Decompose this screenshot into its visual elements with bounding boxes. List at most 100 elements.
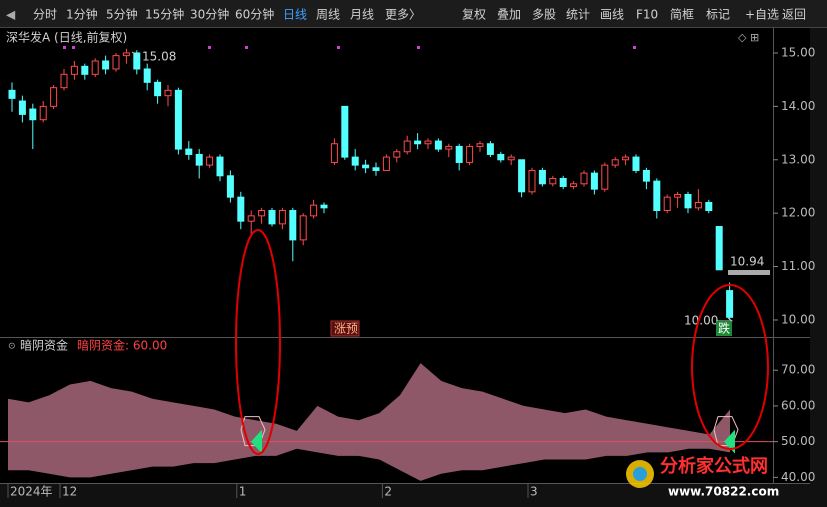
tool-button[interactable]: +自选 [745,8,779,22]
y-tick-label: 70.00 [781,363,815,377]
marker-dot [417,46,420,49]
tab[interactable]: 日线 [283,8,307,22]
toolbar [0,0,827,27]
signal-mark [251,429,262,454]
candle-body [507,156,515,161]
candle-body [476,143,484,147]
candle-body [91,60,99,75]
tool-button[interactable]: 复权 [462,8,486,22]
candle-body [528,169,536,193]
x-tick-label: 1 [239,485,247,499]
tab[interactable]: 分时 [33,8,57,22]
tool-button[interactable]: 返回 [782,8,806,22]
candle-body [372,167,380,171]
tab[interactable]: 月线 [350,8,374,22]
candle-body [174,89,182,150]
y-tick-label: 12.00 [781,206,815,220]
candle-body [726,290,734,318]
candle-body [538,169,546,185]
side-strip [810,27,827,507]
candle-body [39,105,47,121]
candle-body [143,68,151,83]
candle-body [29,108,37,121]
candle-body [549,177,557,185]
back-icon[interactable]: ◀ [6,8,16,22]
candle-body [102,60,110,70]
candle-body [164,89,172,97]
tool-button[interactable]: 标记 [706,8,730,22]
tool-button[interactable]: 统计 [566,8,590,22]
candle-body [694,201,702,209]
tab[interactable]: 15分钟 [145,7,184,22]
candle-body [497,153,505,161]
marker-dot [72,46,75,49]
candle-body [50,87,58,107]
y-tick-label: 13.00 [781,152,815,166]
date-axis-bg [0,483,810,507]
candle-body [216,156,224,177]
candle-body [60,73,68,89]
x-tick-label: 3 [530,485,538,499]
candle-body [632,156,640,171]
candle-body [622,156,630,161]
candle-body [122,52,130,57]
candle-body [310,204,318,217]
candle-body [445,145,453,150]
marker-dot [633,46,636,49]
marker-dot [63,46,66,49]
candle-body [8,89,16,99]
tool-button[interactable]: 简框 [670,8,694,22]
y-tick-label: 11.00 [781,259,815,273]
candle-body [466,145,474,163]
candle-body [195,153,203,166]
signal-label: 涨预 [334,321,358,336]
tool-button[interactable]: 多股 [532,8,556,22]
watermark-url: www.70822.com [668,485,779,499]
candle-body [330,143,338,163]
indicator-title: 暗阴资金 [20,338,68,353]
candle-body [185,148,193,155]
tab[interactable]: 更多〉 [385,8,421,22]
icon[interactable]: ◇ ⊞ [738,31,759,44]
candle-body [601,164,609,190]
indicator-legend: 暗阴资金: 60.00 [77,338,167,353]
tool-button[interactable]: 叠加 [497,8,521,22]
annotation: 10.94 [730,255,764,269]
highlight-ellipse [691,284,769,450]
candle-body [434,140,442,150]
tab[interactable]: 60分钟 [235,7,274,22]
annotation-hook [131,51,139,57]
signal-box [330,320,360,337]
y-tick-label: 14.00 [781,99,815,113]
icon[interactable]: ⊙ [8,342,16,352]
signal-mark [724,429,735,454]
candle-body [382,156,390,171]
annotation: 10.00 [684,314,718,328]
tool-button[interactable]: 画线 [600,8,624,22]
watermark-title: 分析家公式网 [660,455,768,477]
tab[interactable]: 30分钟 [190,7,229,22]
candle-body [424,140,432,145]
candle-body [642,169,650,182]
x-tick-label: 12 [62,485,77,499]
marker-dot [208,46,211,49]
candle-body [206,156,214,166]
tab[interactable]: 1分钟 [66,7,98,22]
candle-body [299,215,307,241]
candle-body [414,140,422,145]
candle-body [705,201,713,212]
candle-body [455,145,463,163]
tab[interactable]: 5分钟 [106,7,138,22]
candle-body [351,156,359,166]
candle-body [258,210,266,217]
band-area [8,363,730,442]
tool-button[interactable]: F10 [636,8,658,22]
candle-body [611,159,619,166]
candle-body [247,215,255,222]
candle-body [226,175,234,198]
x-tick-label: 2024年 [10,485,53,499]
highlight-ellipse [235,229,281,455]
tab[interactable]: 周线 [316,8,340,22]
candle-body [674,193,682,198]
